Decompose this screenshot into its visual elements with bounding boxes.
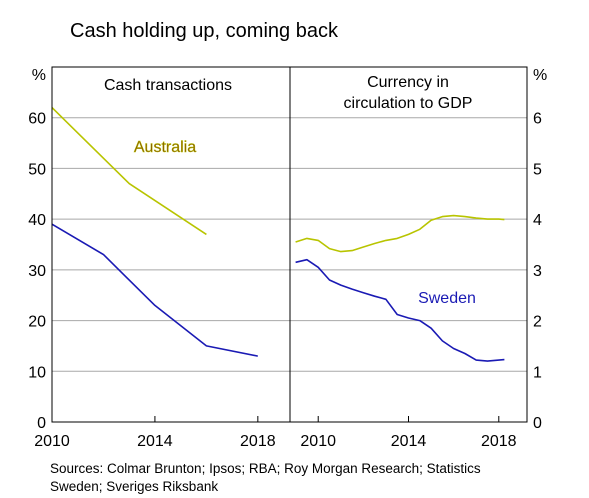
x-tick-label: 2014 bbox=[391, 433, 427, 450]
panel-title-right-line2: circulation to GDP bbox=[344, 95, 473, 112]
y-tick-label: 3 bbox=[533, 263, 542, 280]
x-tick-label: 2018 bbox=[240, 433, 276, 450]
chart-text: 0 10 20 30 40 50 60% 2010 2014 2018 0 1 2 3 4 5 6% 2010 20… bbox=[28, 67, 547, 450]
chart-title: Cash holding up, coming back bbox=[70, 20, 338, 42]
y-tick-label: 1 bbox=[533, 364, 542, 381]
series-line-0-1 bbox=[51, 223, 258, 357]
y-tick-label: 2 bbox=[533, 314, 542, 331]
series-line-1-0 bbox=[295, 214, 505, 253]
gridlines bbox=[52, 117, 527, 372]
y-tick-label: 0 bbox=[533, 415, 542, 432]
y-tick-label: 10 bbox=[28, 364, 46, 381]
y-unit-label: % bbox=[533, 67, 547, 84]
y-tick-label: 4 bbox=[533, 212, 542, 229]
y-tick-label: 30 bbox=[28, 263, 46, 280]
x-tick-label: 2018 bbox=[481, 433, 517, 450]
y-tick-label: 20 bbox=[28, 314, 46, 331]
y-tick-label: 0 bbox=[37, 415, 46, 432]
y-tick-label: 60 bbox=[28, 111, 46, 128]
y-tick-label: 40 bbox=[28, 212, 46, 229]
label-australia: Australia bbox=[134, 139, 196, 156]
y-tick-label: 6 bbox=[533, 111, 542, 128]
series-line-1-1 bbox=[295, 258, 505, 362]
panel-frames bbox=[51, 66, 528, 423]
panel-title-left: Cash transactions bbox=[104, 77, 232, 94]
y-unit-label: % bbox=[32, 67, 46, 84]
panel-title-right-line1: Currency in bbox=[367, 74, 449, 91]
series-line-0-0 bbox=[51, 107, 207, 236]
x-tick-label: 2010 bbox=[34, 433, 70, 450]
x-tick-label: 2010 bbox=[300, 433, 336, 450]
y-tick-label: 5 bbox=[533, 161, 542, 178]
y-tick-label: 50 bbox=[28, 161, 46, 178]
sources-note: Sources: Colmar Brunton; Ipsos; RBA; Roy… bbox=[50, 461, 481, 494]
series-lines bbox=[51, 107, 505, 362]
label-sweden: Sweden bbox=[418, 290, 476, 307]
x-tick-label: 2014 bbox=[137, 433, 173, 450]
